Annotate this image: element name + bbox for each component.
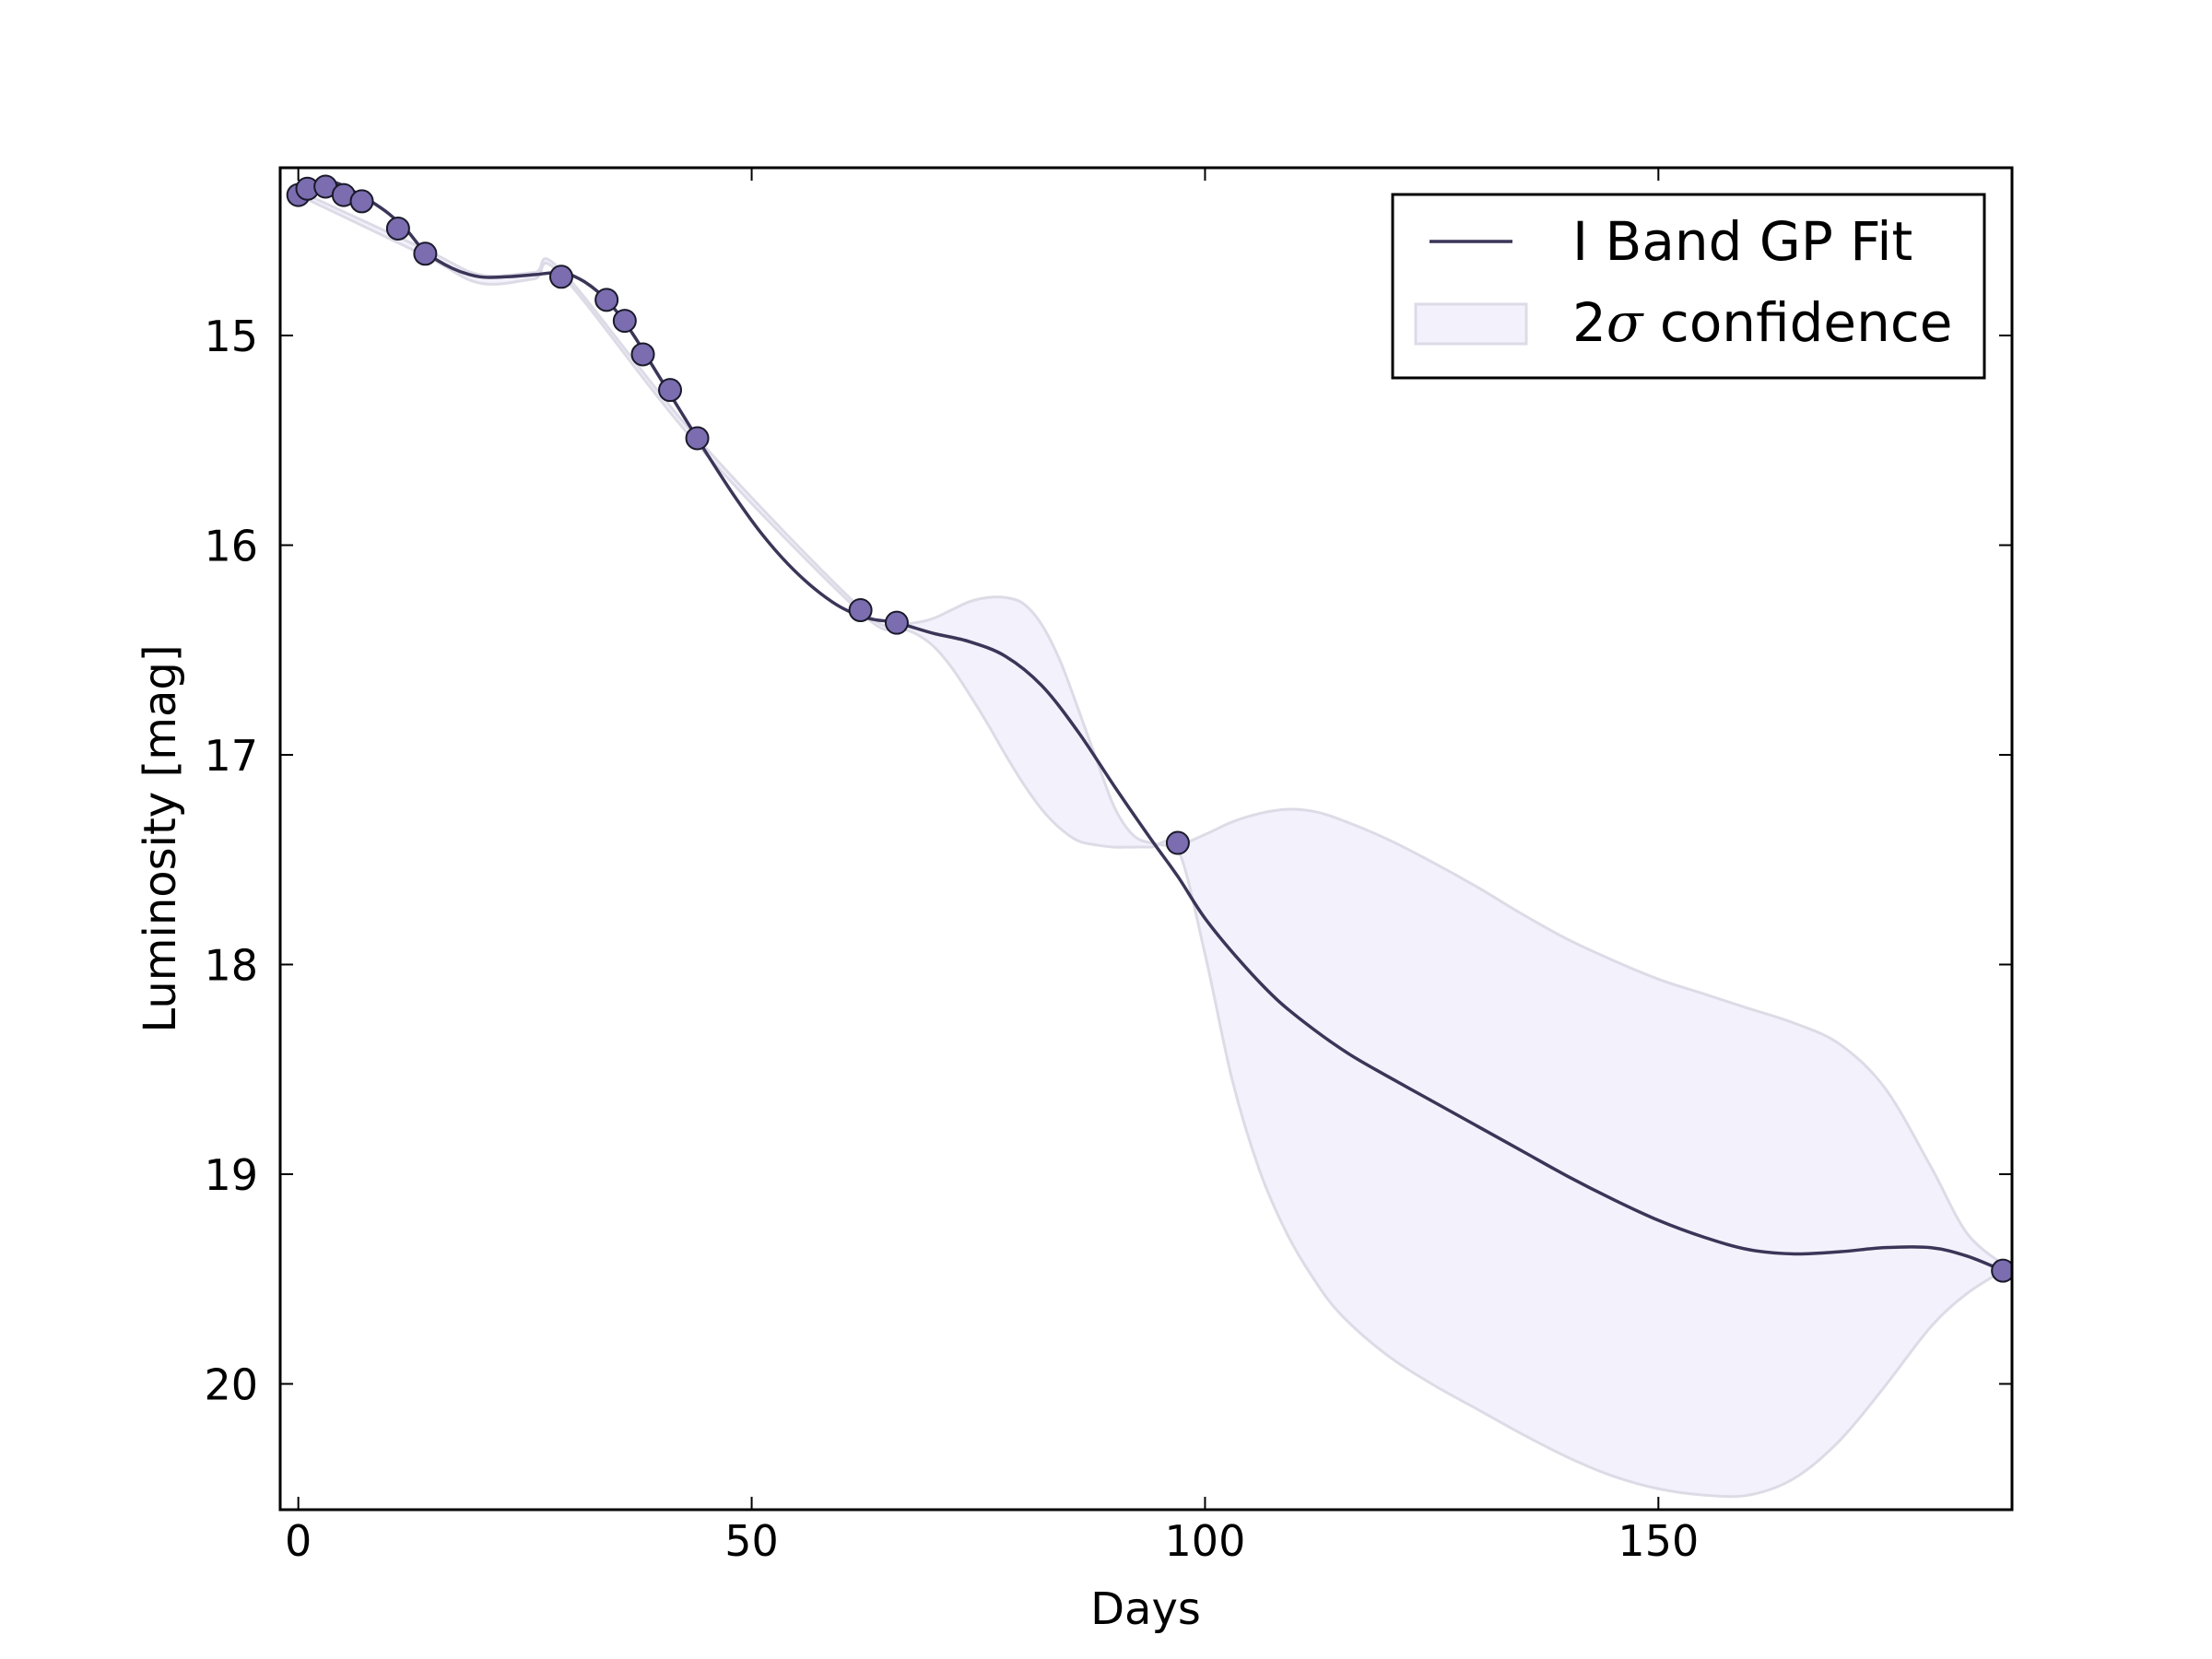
legend-fit-label: I Band GP Fit — [1572, 210, 1912, 273]
observation-point — [385, 216, 410, 241]
observation-point — [1991, 1258, 2012, 1283]
observation-point — [884, 610, 909, 635]
gp-fit-line — [297, 180, 2004, 1273]
observation-point — [413, 241, 438, 266]
observation-markers — [286, 174, 2012, 1283]
legend-band-label-suffix: confidence — [1643, 291, 1953, 354]
x-tick-label: 100 — [1165, 1516, 1246, 1566]
x-axis-label: Days — [1090, 1583, 1201, 1635]
observation-point — [548, 265, 573, 289]
observation-point — [594, 288, 619, 312]
axis-ticks — [280, 168, 2012, 1510]
y-tick-label: 15 — [204, 312, 258, 361]
observation-point — [848, 598, 873, 623]
tick-labels: 0 50 100 150 15 16 17 18 19 20 — [204, 312, 1699, 1566]
plot-area — [286, 174, 2012, 1499]
y-tick-label: 19 — [204, 1150, 258, 1200]
legend: I Band GP Fit 2σ confidence — [1391, 193, 1986, 380]
observation-point — [630, 342, 655, 367]
axes-frame — [278, 166, 2014, 1512]
observation-point — [658, 378, 683, 403]
y-tick-label: 16 — [204, 522, 258, 571]
y-tick-label: 18 — [204, 941, 258, 991]
legend-band-label-prefix: 2 — [1572, 291, 1606, 354]
observation-point — [349, 189, 374, 214]
y-tick-label: 17 — [204, 731, 258, 781]
observation-point — [612, 309, 637, 334]
x-tick-label: 50 — [724, 1516, 779, 1566]
observation-point — [685, 426, 710, 451]
legend-band-label-symbol: σ — [1606, 291, 1644, 354]
y-tick-label: 20 — [204, 1360, 258, 1410]
legend-band-swatch — [1414, 302, 1528, 346]
observation-point — [1165, 830, 1190, 855]
legend-frame — [1391, 193, 1986, 380]
y-axis-label: Luminosity [mag] — [135, 644, 186, 1032]
x-tick-label: 0 — [285, 1516, 312, 1566]
legend-band-label: 2σ confidence — [1572, 291, 1952, 354]
confidence-band — [297, 188, 2005, 1499]
x-tick-label: 150 — [1618, 1516, 1699, 1566]
